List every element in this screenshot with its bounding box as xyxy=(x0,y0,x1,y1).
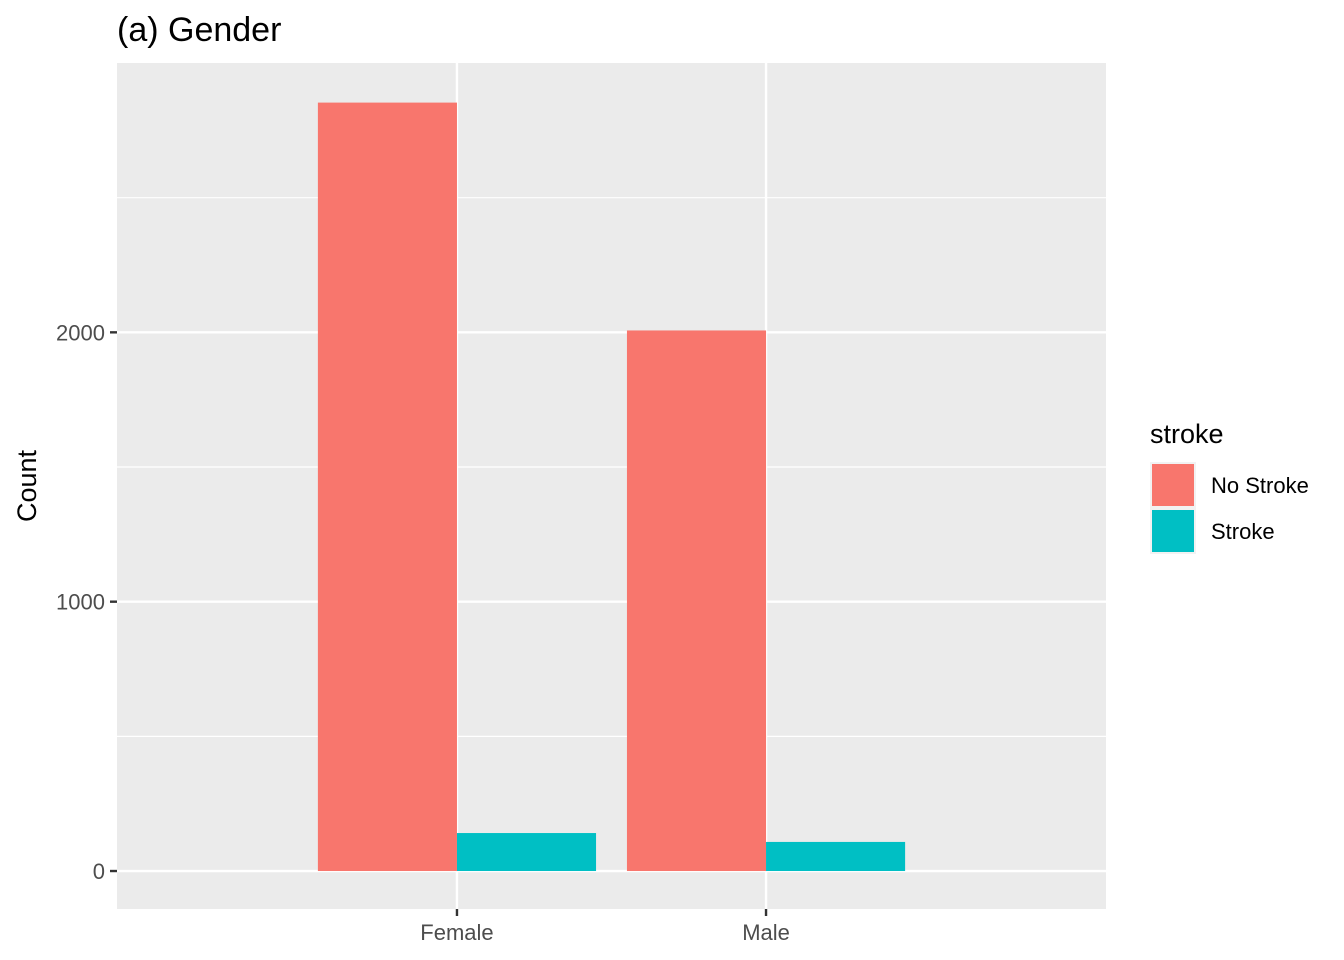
y-tick-label: 0 xyxy=(93,859,105,884)
y-axis-title: Count xyxy=(12,449,42,522)
x-axis: Female Male xyxy=(420,909,790,945)
y-axis: 0 1000 2000 xyxy=(56,320,117,884)
legend-label: Stroke xyxy=(1211,519,1275,544)
x-tick-label: Female xyxy=(420,920,493,945)
bar-male-stroke xyxy=(766,841,906,872)
bar-male-no-stroke xyxy=(626,330,767,872)
legend-label: No Stroke xyxy=(1211,473,1309,498)
legend: stroke No Stroke Stroke xyxy=(1150,419,1309,554)
legend-swatch-stroke xyxy=(1152,510,1194,552)
bars xyxy=(317,102,906,872)
x-tick-label: Male xyxy=(742,920,790,945)
plot-panel xyxy=(117,63,1106,909)
legend-title: stroke xyxy=(1150,419,1224,449)
y-tick-label: 2000 xyxy=(56,320,105,345)
chart-title: (a) Gender xyxy=(117,11,281,49)
y-tick-label: 1000 xyxy=(56,590,105,615)
legend-swatch-no-stroke xyxy=(1152,464,1194,506)
bar-female-no-stroke xyxy=(317,102,457,872)
bar-female-stroke xyxy=(456,833,597,872)
